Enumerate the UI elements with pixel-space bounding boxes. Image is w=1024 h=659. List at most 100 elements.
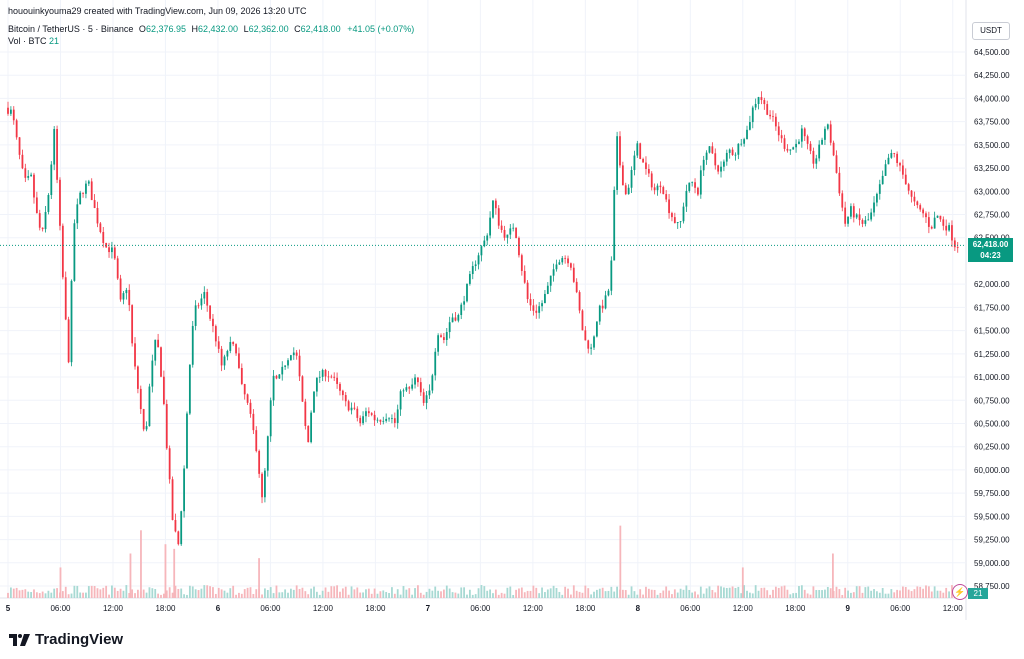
volume-bar [269, 587, 272, 598]
candle-body [740, 143, 743, 145]
candle-body [630, 170, 633, 188]
volume-bar [578, 591, 581, 598]
candle-body [809, 143, 812, 151]
candle-body [613, 189, 616, 261]
volume-bar [728, 587, 731, 598]
volume-bar [659, 592, 662, 598]
candle-body [699, 170, 702, 195]
candle-body [751, 107, 754, 123]
volume-bar [330, 586, 333, 598]
candle-body [105, 242, 108, 248]
y-tick-label: 64,250.00 [974, 71, 1010, 80]
volume-bar [9, 587, 12, 598]
volume-bar [518, 588, 520, 598]
candle-body [272, 375, 275, 401]
volume-bar [266, 589, 269, 598]
volume-bar [486, 590, 489, 598]
candle-body [24, 168, 27, 178]
volume-value: 21 [49, 36, 60, 46]
footer: TradingView [0, 622, 1024, 659]
candle-body [284, 365, 287, 367]
volume-bar [440, 591, 442, 598]
volume-bar [668, 590, 670, 598]
price-chart[interactable]: 64,500.00 64,250.00 64,000.00 63,750.00 63,5… [0, 0, 1024, 620]
volume-bar [812, 586, 815, 598]
volume-bar [904, 587, 907, 598]
volume-bar [318, 594, 321, 598]
candle-body [916, 201, 919, 206]
volume-bar [500, 592, 503, 598]
volume-bar [393, 593, 396, 598]
volume-bar [417, 585, 419, 598]
candle-body [595, 321, 598, 337]
candle-body [382, 420, 385, 422]
volume-bar [292, 589, 295, 598]
candle-body [526, 282, 529, 300]
volume-bar [901, 586, 904, 598]
candle-body [154, 339, 157, 361]
volume-bar [688, 589, 691, 598]
candle-body [212, 318, 214, 327]
candle-body [440, 335, 442, 338]
volume-bar [165, 590, 168, 598]
last-volume-tag: 21 [968, 588, 988, 599]
volume-bar [206, 585, 209, 598]
symbol-legend[interactable]: Bitcoin / TetherUS · 5 · Binance O62,376… [8, 24, 414, 34]
volume-bar [757, 590, 760, 598]
candle-body [137, 366, 139, 389]
candle-body [910, 190, 913, 197]
y-tick-label: 58,750.00 [974, 582, 1010, 591]
volume-bar [281, 592, 284, 598]
volume-bar [480, 585, 483, 598]
volume-bar [636, 594, 639, 598]
candle-body [512, 227, 515, 229]
candle-body [266, 436, 269, 471]
candle-body [367, 411, 370, 414]
volume-legend[interactable]: Vol · BTC 21 [8, 36, 59, 46]
volume-bar [847, 590, 849, 598]
volume-bar [422, 594, 425, 598]
candle-body [558, 262, 561, 265]
candle-body [930, 226, 933, 229]
y-tick-label: 59,000.00 [974, 559, 1010, 568]
volume-label[interactable]: Vol · BTC [8, 36, 47, 46]
lightning-icon[interactable]: ⚡ [952, 584, 968, 600]
volume-bar [76, 585, 79, 598]
candle-body [99, 223, 102, 232]
candle-body [64, 277, 67, 320]
volume-bar [532, 585, 535, 598]
tradingview-logo[interactable]: TradingView [9, 631, 123, 648]
candle-body [509, 228, 512, 235]
volume-bar [7, 592, 9, 598]
candle-body [812, 150, 815, 164]
candle-body [647, 169, 650, 174]
candle-body [111, 247, 113, 253]
candle-body [466, 283, 468, 302]
candle-body [148, 386, 151, 427]
candle-body [298, 355, 301, 377]
volume-bar [552, 585, 555, 598]
candle-body [38, 213, 41, 228]
currency-button[interactable]: USDT [972, 22, 1010, 40]
candle-body [131, 305, 134, 344]
volume-bar [261, 594, 263, 598]
volume-bar [370, 593, 373, 598]
candle-body [287, 360, 289, 366]
candle-body [922, 209, 924, 214]
candle-body [292, 352, 295, 356]
candle-body [800, 128, 803, 142]
candle-body [913, 196, 916, 202]
candle-body [610, 260, 613, 291]
candle-body [529, 299, 532, 306]
candle-body [21, 154, 24, 169]
candle-body [313, 391, 315, 413]
volume-bar [593, 591, 595, 598]
candle-body [734, 154, 737, 156]
volume-bar [359, 592, 362, 598]
chart-area[interactable]: 64,500.00 64,250.00 64,000.00 63,750.00 63,5… [0, 0, 1024, 620]
symbol-name[interactable]: Bitcoin / TetherUS · 5 · Binance [8, 24, 134, 34]
volume-bar [876, 591, 878, 598]
x-tick-label: 18:00 [155, 604, 176, 613]
volume-bar [290, 588, 292, 598]
volume-bar [44, 593, 47, 598]
